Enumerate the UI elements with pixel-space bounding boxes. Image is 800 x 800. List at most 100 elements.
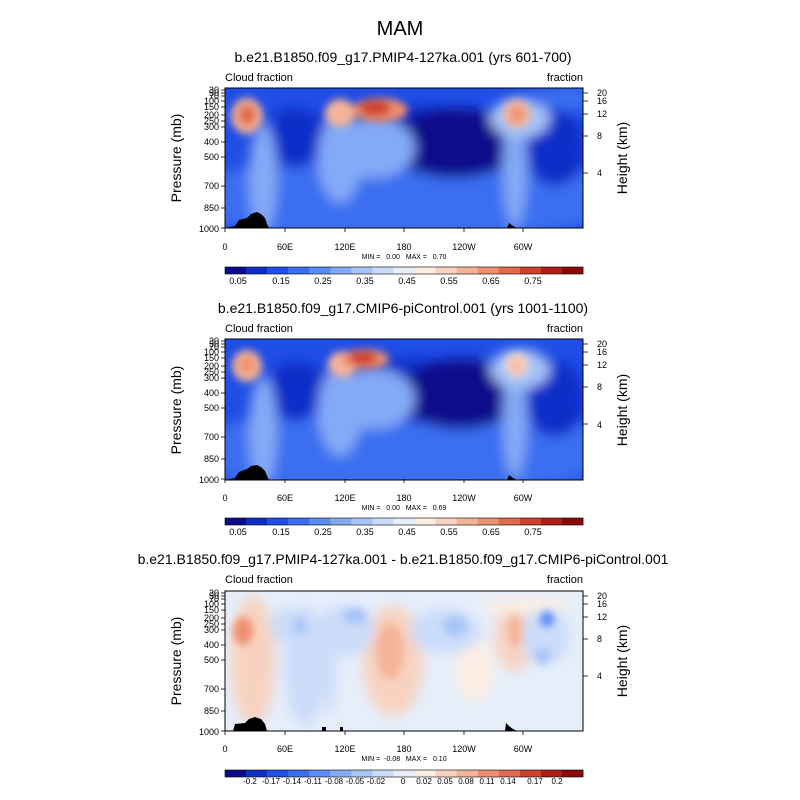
y-tick-label: 300 (204, 373, 219, 383)
colorbar-swatch (351, 267, 373, 274)
y-tick-label: 700 (204, 684, 219, 694)
colorbar-swatch (456, 770, 479, 777)
colorbar (224, 266, 584, 275)
colorbar-label: 0.55 (440, 276, 458, 286)
colorbar-swatch (498, 518, 521, 525)
plot-area (225, 339, 583, 480)
y2-axis: 20 16 12 8 4 (597, 88, 607, 178)
colorbar-label: -0.2 (243, 777, 257, 786)
y-tick-label: 200 (204, 613, 219, 623)
y-tick-label: 1000 (199, 727, 219, 737)
x-tick-label: 60W (514, 744, 533, 754)
colorbar (224, 769, 584, 778)
x-tick-label: 180 (396, 744, 411, 754)
min-max-label: MIN = 0.00 MAX = 0.70 (362, 254, 447, 261)
colorbar-labels: 0.05 0.15 0.25 0.35 0.45 0.55 0.65 0.75 (229, 527, 542, 537)
x-axis: 0 60E 120E 180 120W 60W (222, 493, 532, 503)
colorbar-label: 0.15 (272, 527, 290, 537)
x-tick-label: 180 (396, 493, 411, 503)
y-tick-label: 70 (209, 594, 219, 604)
y-tick-label: 400 (204, 137, 219, 147)
colorbar-swatch (309, 770, 331, 777)
y2-tick-label: 20 (597, 339, 607, 349)
colorbar-swatch (561, 518, 584, 525)
y2-tick-label: 8 (597, 382, 602, 392)
colorbar-label: 0.25 (314, 527, 332, 537)
y-tick-label: 300 (204, 122, 219, 132)
y-axis: 30 50 70 100 150 200 250 300 400 500 700… (199, 336, 219, 485)
y-tick-label: 200 (204, 110, 219, 120)
colorbar-label: 0.11 (480, 777, 496, 786)
y2-axis-label: Height (km) (614, 374, 630, 446)
y-tick-label: 850 (204, 454, 219, 464)
y2-tick-label: 4 (597, 671, 602, 681)
y2-tick-label: 12 (597, 612, 607, 622)
panel-2: b.e21.B1850.f09_g17.CMIP6-piControl.001 … (168, 300, 630, 537)
y-axis-label: Pressure (mb) (168, 366, 184, 455)
panel-right-label: fraction (547, 574, 583, 586)
colorbar-swatch (435, 770, 457, 777)
colorbar-label: 0.45 (398, 276, 416, 286)
colorbar-swatch (330, 267, 352, 274)
panel-title: b.e21.B1850.f09_g17.CMIP6-piControl.001 … (218, 300, 588, 316)
y-tick-label: 50 (209, 88, 219, 98)
colorbar-label: 0.15 (272, 276, 290, 286)
x-tick-label: 60E (277, 493, 293, 503)
colorbar-label: 0.65 (482, 527, 500, 537)
y-tick-label: 250 (204, 619, 219, 629)
x-tick-label: 60E (277, 744, 293, 754)
y2-tick-label: 8 (597, 634, 602, 644)
x-axis: 0 60E 120E 180 120W 60W (222, 744, 532, 754)
colorbar-swatch (540, 770, 563, 777)
y-tick-label: 200 (204, 361, 219, 371)
y-tick-label: 850 (204, 706, 219, 716)
colorbar-swatch (309, 518, 331, 525)
x-tick-label: 120E (334, 242, 355, 252)
y-tick-label: 1000 (199, 475, 219, 485)
y-tick-label: 500 (204, 655, 219, 665)
x-tick-label: 120W (452, 744, 476, 754)
colorbar-label: 0.05 (229, 276, 247, 286)
plot-area (225, 591, 583, 731)
x-axis: 0 60E 120E 180 120W 60W (222, 242, 532, 252)
y2-tick-label: 20 (597, 88, 607, 98)
colorbar-label: 0.05 (437, 777, 453, 786)
colorbar-swatch (435, 267, 457, 274)
panel-left-label: Cloud fraction (225, 323, 293, 335)
colorbar-label: -0.11 (304, 777, 322, 786)
y-tick-label: 30 (209, 85, 219, 95)
x-tick-label: 120E (334, 493, 355, 503)
colorbar-swatch (414, 518, 436, 525)
colorbar-label: 0.2 (551, 777, 563, 786)
colorbar-label: 0.25 (314, 276, 332, 286)
panel-left-label: Cloud fraction (225, 574, 293, 586)
colorbar-label: -0.17 (262, 777, 281, 786)
colorbar-swatch (288, 267, 310, 274)
x-tick-label: 60W (514, 242, 533, 252)
colorbar-swatch (246, 518, 268, 525)
min-max-label: MIN = 0.00 MAX = 0.69 (362, 505, 447, 512)
y-axis-label: Pressure (mb) (168, 114, 184, 203)
y-tick-label: 1000 (199, 224, 219, 234)
y-tick-label: 50 (209, 339, 219, 349)
colorbar-swatch (330, 518, 352, 525)
colorbar-swatch (225, 770, 247, 777)
y2-tick-label: 16 (597, 599, 607, 609)
colorbar-swatch (414, 770, 436, 777)
colorbar-swatch (477, 518, 500, 525)
x-tick-label: 0 (222, 242, 227, 252)
colorbar-swatch (309, 267, 331, 274)
x-tick-label: 0 (222, 493, 227, 503)
y-tick-label: 30 (209, 588, 219, 598)
y-tick-label: 500 (204, 403, 219, 413)
colorbar-swatch (498, 770, 521, 777)
colorbar-swatch (267, 267, 289, 274)
y2-tick-label: 4 (597, 420, 602, 430)
colorbar-label: 0.14 (500, 777, 516, 786)
y-tick-label: 300 (204, 625, 219, 635)
colorbar-swatch (540, 518, 563, 525)
colorbar-swatch (477, 267, 500, 274)
panel-title: b.e21.B1850.f09_g17.PMIP4-127ka.001 (yrs… (234, 49, 571, 65)
colorbar-label: 0.05 (229, 527, 247, 537)
colorbar-label: 0 (401, 777, 406, 786)
